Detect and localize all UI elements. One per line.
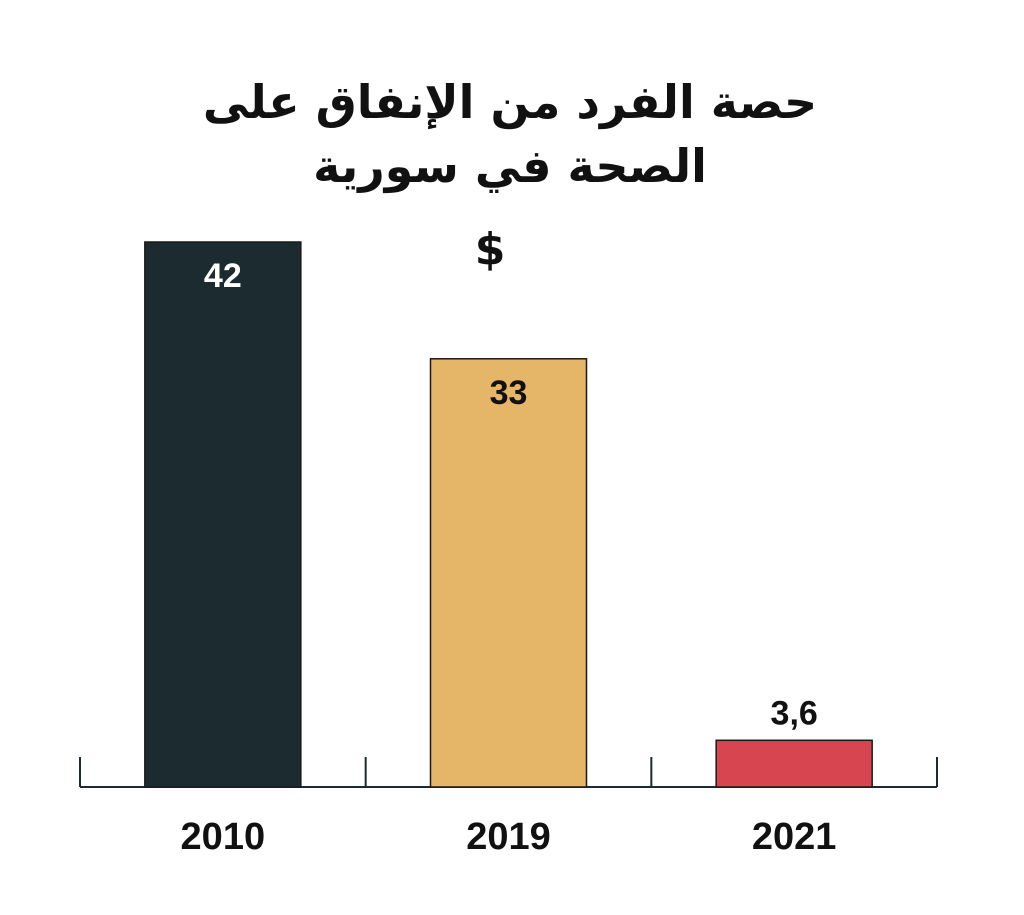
bar-2019 [429, 358, 588, 788]
x-tick-label-2010: 2010 [181, 816, 266, 858]
chart-title-line-2: الصحة في سورية [313, 139, 707, 193]
x-tick-label-2019: 2019 [466, 816, 551, 858]
data-label-2021: 3,6 [771, 694, 818, 732]
x-tick-label-2021: 2021 [752, 816, 837, 858]
chart-title: حصة الفرد من الإنفاق على الصحة في سورية [150, 70, 870, 198]
data-label-2010: 42 [204, 257, 242, 295]
chart-unit-label: $ [474, 224, 506, 275]
bar-2021 [715, 739, 873, 788]
data-label-2019: 33 [490, 374, 528, 412]
bar-2010 [144, 241, 302, 788]
chart-title-line-1: حصة الفرد من الإنفاق على [202, 75, 818, 129]
